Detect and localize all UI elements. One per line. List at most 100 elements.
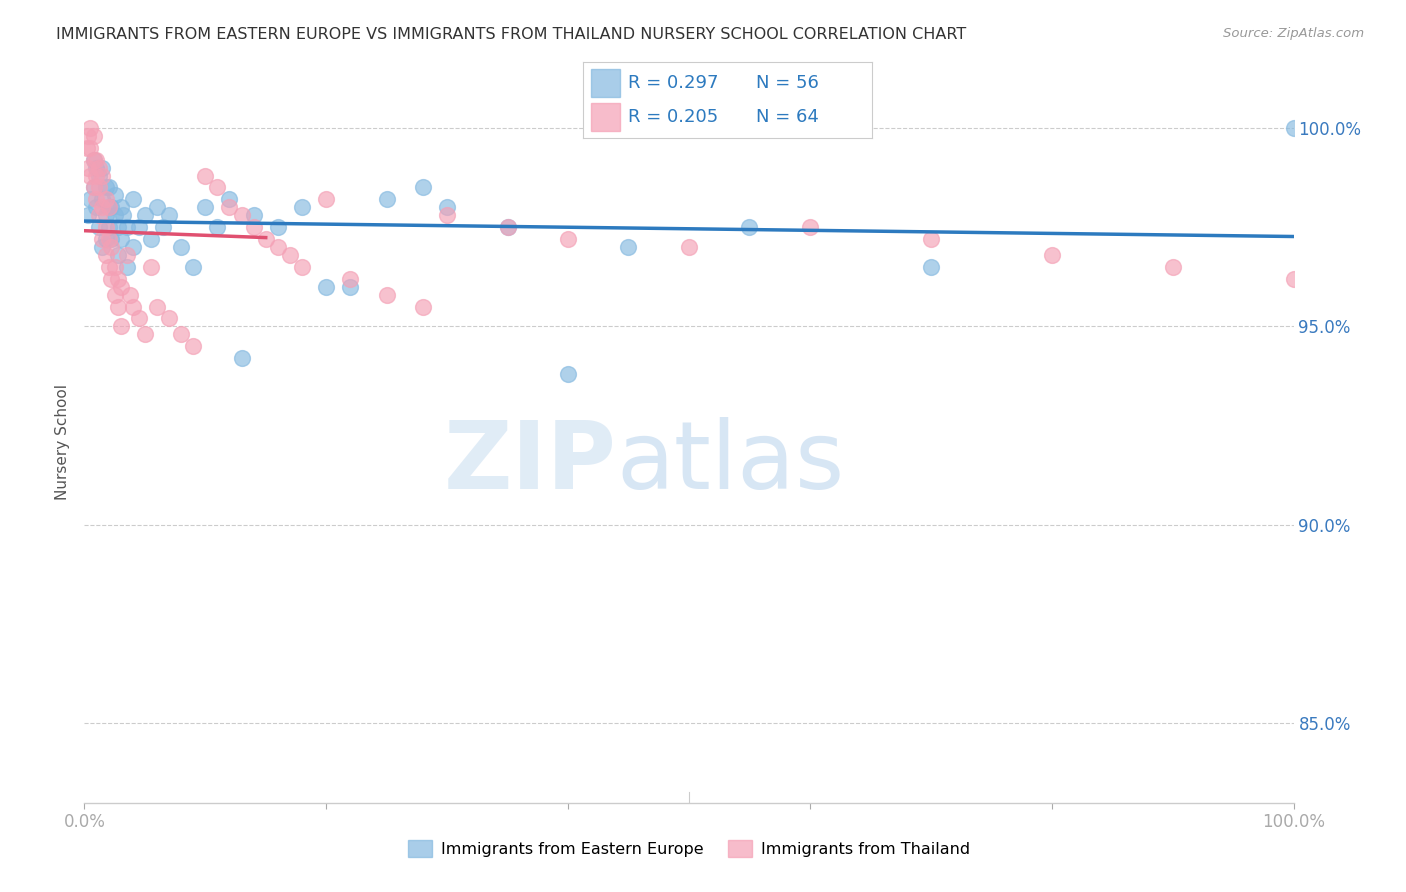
Point [91, 169, 114, 183]
Point [83, 128, 105, 143]
Point [97, 260, 120, 274]
Point [121, 300, 143, 314]
Point [194, 200, 217, 214]
Point [83, 180, 105, 194]
Point [436, 200, 458, 214]
Point [77, 128, 100, 143]
Point [121, 193, 143, 207]
Point [146, 200, 169, 214]
Point [134, 327, 156, 342]
Point [107, 248, 129, 262]
Point [97, 200, 120, 214]
Point [242, 220, 264, 235]
Point [231, 208, 253, 222]
Point [267, 220, 290, 235]
Point [1040, 248, 1063, 262]
Point [87, 180, 110, 194]
Point [107, 220, 129, 235]
Point [1282, 120, 1305, 135]
Point [79, 141, 101, 155]
Point [315, 279, 337, 293]
Point [139, 260, 162, 274]
Point [86, 169, 108, 183]
Point [97, 232, 120, 246]
Point [339, 272, 361, 286]
Point [170, 240, 193, 254]
Point [920, 260, 942, 274]
Point [77, 161, 100, 175]
Point [94, 248, 117, 262]
Point [170, 327, 193, 342]
Point [181, 339, 204, 353]
Point [496, 220, 519, 235]
Point [1282, 272, 1305, 286]
Point [134, 208, 156, 222]
Point [100, 232, 122, 246]
Point [83, 180, 105, 194]
Point [107, 300, 129, 314]
Point [110, 200, 132, 214]
Point [496, 220, 519, 235]
Point [152, 220, 174, 235]
Point [110, 232, 132, 246]
Point [291, 260, 314, 274]
Point [100, 200, 122, 214]
Point [121, 240, 143, 254]
Point [218, 200, 240, 214]
Point [97, 200, 120, 214]
Point [678, 240, 700, 254]
Point [87, 220, 110, 235]
Point [86, 193, 108, 207]
Bar [591, 103, 620, 130]
Point [436, 208, 458, 222]
Point [94, 193, 117, 207]
Point [207, 220, 229, 235]
Point [231, 351, 253, 366]
Point [557, 232, 579, 246]
Point [87, 208, 110, 222]
Point [920, 232, 942, 246]
Point [375, 287, 398, 301]
Legend: Immigrants from Eastern Europe, Immigrants from Thailand: Immigrants from Eastern Europe, Immigran… [401, 834, 977, 863]
Point [91, 193, 114, 207]
Point [91, 200, 114, 214]
Point [97, 180, 120, 194]
Text: N = 64: N = 64 [756, 108, 820, 126]
Point [107, 272, 129, 286]
Point [157, 208, 180, 222]
Point [738, 220, 761, 235]
Point [412, 180, 434, 194]
Point [91, 161, 114, 175]
Point [139, 232, 162, 246]
Point [86, 200, 108, 214]
Point [112, 208, 135, 222]
Point [115, 220, 138, 235]
Text: ZIP: ZIP [443, 417, 616, 509]
Point [146, 300, 169, 314]
Point [617, 240, 640, 254]
Point [120, 287, 142, 301]
Point [157, 311, 180, 326]
Point [267, 240, 290, 254]
Point [104, 260, 127, 274]
Y-axis label: Nursery School: Nursery School [55, 384, 70, 500]
Point [242, 208, 264, 222]
Point [115, 248, 138, 262]
Point [91, 240, 114, 254]
Point [315, 193, 337, 207]
Point [115, 260, 138, 274]
Point [77, 208, 100, 222]
Text: R = 0.205: R = 0.205 [628, 108, 718, 126]
Point [86, 153, 108, 167]
Point [97, 220, 120, 235]
Point [83, 153, 105, 167]
Text: atlas: atlas [616, 417, 845, 509]
Text: IMMIGRANTS FROM EASTERN EUROPE VS IMMIGRANTS FROM THAILAND NURSERY SCHOOL CORREL: IMMIGRANTS FROM EASTERN EUROPE VS IMMIGR… [56, 27, 966, 42]
Point [87, 169, 110, 183]
Point [79, 169, 101, 183]
Point [94, 180, 117, 194]
Point [83, 153, 105, 167]
Point [87, 161, 110, 175]
Point [100, 272, 122, 286]
Point [254, 232, 277, 246]
